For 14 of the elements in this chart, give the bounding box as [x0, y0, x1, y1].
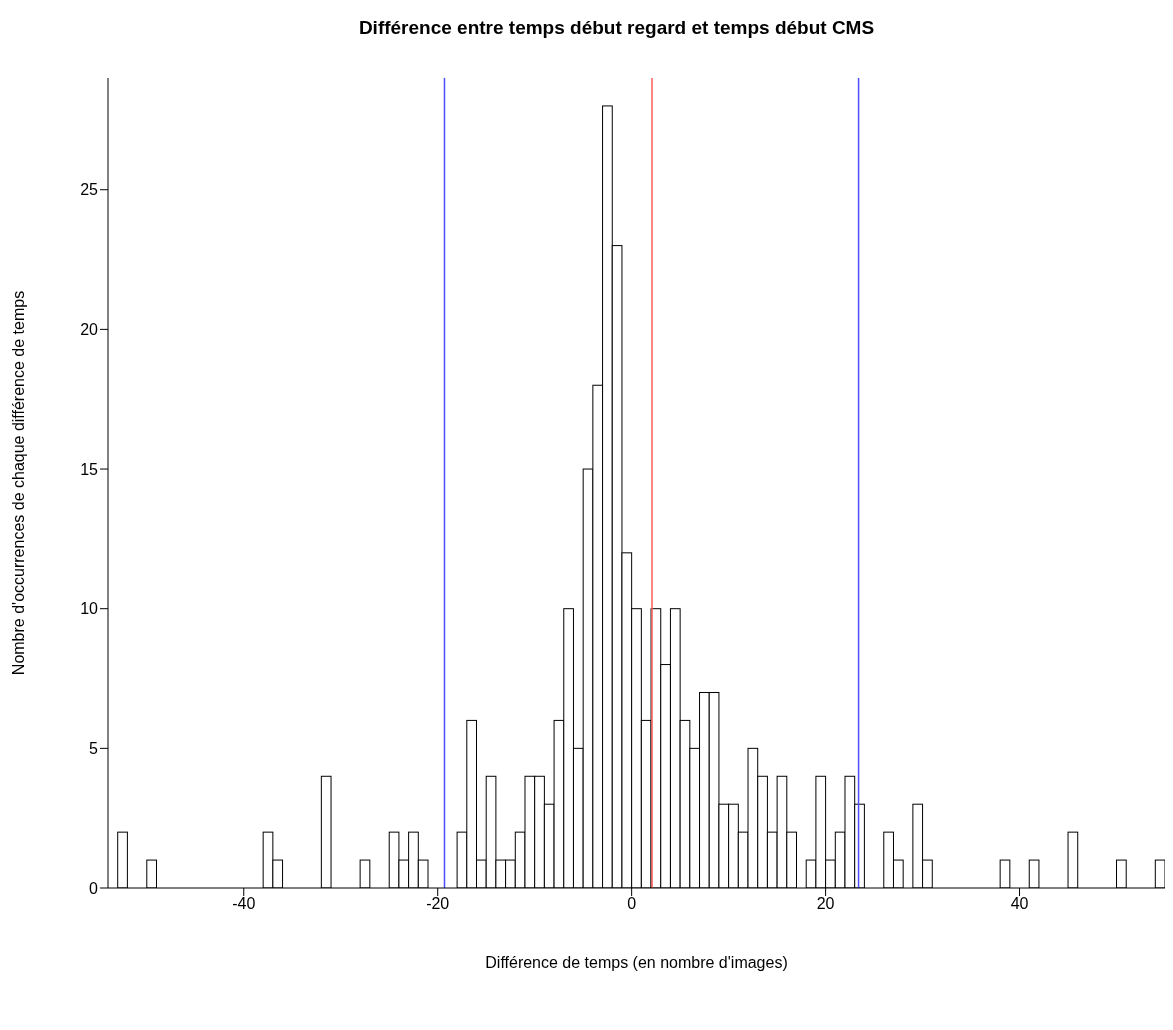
x-tick-label: 0	[627, 895, 637, 913]
x-tick-label: -40	[232, 895, 256, 913]
y-axis-title: Nombre d'occurrences de chaque différence de temps	[9, 290, 27, 676]
chart-title: Différence entre temps début regard et temps début CMS	[357, 16, 876, 40]
x-tick-label: 40	[1010, 895, 1029, 913]
x-tick-label: -20	[426, 895, 450, 913]
x-axis-title: Différence de temps (en nombre d'images)	[485, 954, 788, 971]
y-tick-label: 5	[89, 740, 99, 758]
y-tick-label: 0	[89, 879, 99, 897]
y-tick-label: 25	[80, 181, 99, 199]
y-tick-label: 15	[80, 460, 99, 478]
x-tick-label: 20	[816, 895, 835, 913]
y-tick-label: 20	[80, 321, 99, 339]
y-tick-label: 10	[80, 600, 99, 618]
